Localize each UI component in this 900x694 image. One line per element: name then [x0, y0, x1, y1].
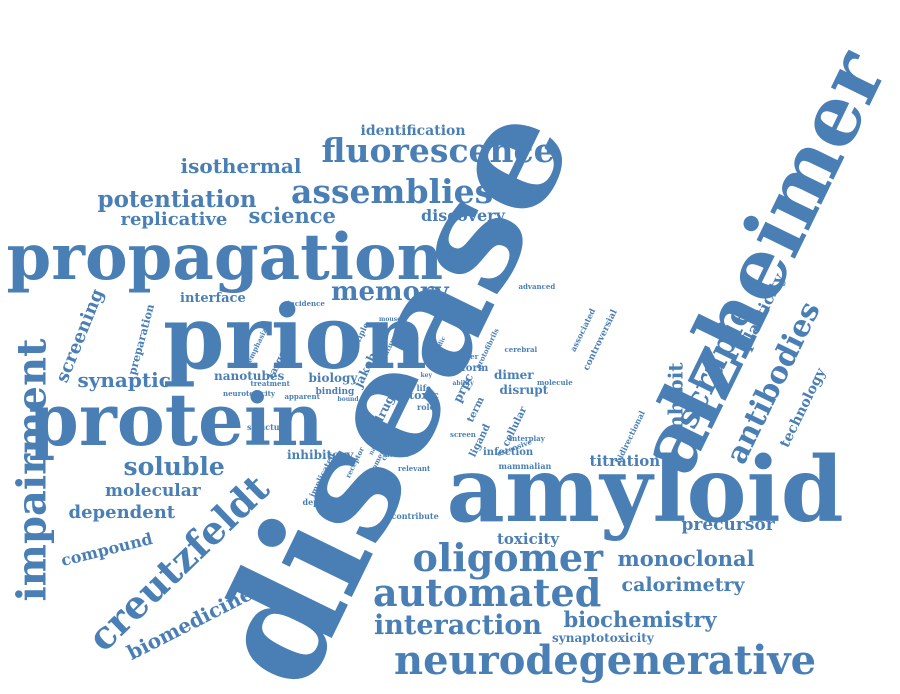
cloud-word-binding: binding [315, 386, 355, 397]
cloud-word-memory: memory [331, 277, 449, 307]
cloud-word-neurotoxicity: neurotoxicity [223, 388, 275, 398]
cloud-word-prion: prion [163, 285, 427, 389]
cloud-word-dependent: dependent [68, 502, 176, 523]
cloud-word-discovery: discovery [421, 206, 505, 225]
cloud-word-synaptic: synaptic [77, 368, 171, 392]
cloud-word-life: life [416, 383, 432, 393]
cloud-word-cell: cell [374, 375, 399, 389]
cloud-word-science: science [248, 202, 336, 228]
cloud-word-effect: effect [358, 420, 394, 434]
cloud-word-molecular: molecular [105, 480, 201, 501]
cloud-word-titration: titration [589, 451, 661, 470]
cloud-word-biochemistry: biochemistry [563, 606, 717, 632]
cloud-word-identification: identification [360, 123, 466, 139]
cloud-word-form: form [461, 363, 489, 374]
cloud-word-biology: biology [308, 371, 358, 385]
cloud-word-nanotubes: nanotubes [214, 369, 285, 383]
cloud-word-fluorescence: fluorescence [321, 130, 555, 170]
cloud-word-relevant: relevant [398, 463, 431, 473]
cloud-word-oligomer: oligomer [412, 535, 604, 580]
cloud-word-impairment: impairment [8, 338, 56, 602]
cloud-word-soluble: soluble [123, 451, 225, 481]
cloud-word-apparent: apparent [284, 391, 320, 401]
cloud-word-infection: infection [483, 447, 534, 458]
cloud-word-block: block [379, 435, 404, 445]
cloud-word-replicative: replicative [120, 209, 228, 230]
cloud-word-propagation: propagation [6, 220, 444, 295]
cloud-word-interaction: interaction [374, 609, 543, 641]
cloud-word-assemblies: assemblies [291, 171, 494, 211]
cloud-word-precursor: precursor [681, 514, 775, 535]
cloud-word-alter: alter [400, 334, 416, 341]
cloud-word-protein: protein [28, 377, 324, 462]
cloud-word-distinct: distinct [383, 452, 409, 459]
cloud-word-ability: ability [452, 380, 474, 387]
cloud-word-bound: bound [337, 396, 359, 403]
cloud-word-contribute: contribute [391, 511, 439, 521]
cloud-word-treatment: treatment [250, 378, 290, 388]
cloud-word-toxic: toxic [409, 388, 439, 402]
cloud-word-inhibit: inhibit [663, 362, 688, 438]
cloud-word-molecule: molecule [537, 377, 573, 387]
cloud-word-potentiation: potentiation [97, 185, 257, 213]
cloud-word-key: key [420, 372, 432, 379]
cloud-word-advanced: advanced [518, 281, 556, 291]
cloud-word-interface: interface [180, 290, 246, 306]
cloud-word-screen: screen [450, 429, 476, 439]
cloud-word-interplay: interplay [509, 433, 545, 443]
cloud-word-monoclonal: monoclonal [617, 545, 755, 571]
cloud-word-role: role [417, 402, 435, 412]
cloud-word-isothermal: isothermal [180, 154, 302, 178]
cloud-word-structure: structure [247, 422, 289, 432]
cloud-word-dimer: dimer [494, 368, 534, 382]
cloud-word-automated: automated [373, 570, 602, 615]
cloud-word-disrupt: disrupt [499, 383, 549, 397]
cloud-word-preparation: preparation [125, 302, 157, 376]
cloud-word-deposition: deposition [302, 497, 350, 507]
cloud-word-manner: manner [448, 351, 479, 361]
cloud-word-compound: compound [58, 528, 155, 571]
cloud-word-toxicity: toxicity [497, 529, 560, 548]
cloud-word-cerebral: cerebral [504, 344, 538, 354]
cloud-word-neurodegenerative: neurodegenerative [394, 637, 817, 684]
cloud-word-amyloid: amyloid [446, 437, 844, 543]
cloud-word-mammalian: mammalian [498, 461, 552, 471]
cloud-word-incidence: incidence [287, 298, 325, 308]
cloud-word-synaptotoxicity: synaptotoxicity [552, 631, 654, 645]
cloud-word-inhibitory: inhibitory [287, 448, 354, 462]
cloud-word-mouse: mouse [379, 316, 401, 323]
cloud-word-calorimetry: calorimetry [621, 573, 745, 596]
